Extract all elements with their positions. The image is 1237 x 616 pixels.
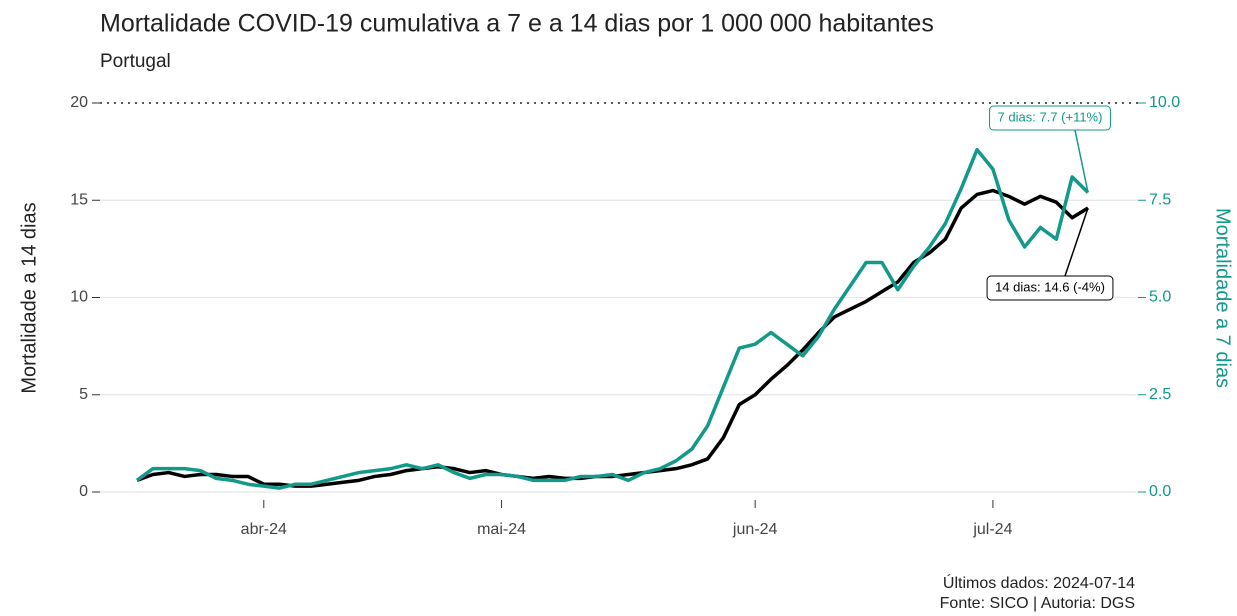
y-axis-label: Mortalidade a 14 dias xyxy=(18,202,40,393)
y2-tick-label: 7.5 xyxy=(1149,191,1171,208)
annotation-label: 14 dias: 14.6 (-4%) xyxy=(995,279,1105,294)
x-tick-label: abr-24 xyxy=(241,521,287,538)
annotation-leader xyxy=(1074,129,1089,193)
y-tick-label: 15 xyxy=(70,191,88,208)
x-tick-label: jul-24 xyxy=(972,521,1012,538)
y2-tick-label: 5.0 xyxy=(1149,289,1171,306)
y2-tick-label: 2.5 xyxy=(1149,386,1171,403)
x-tick-label: jun-24 xyxy=(732,521,778,538)
x-tick-label: mai-24 xyxy=(477,521,526,538)
series-line xyxy=(136,188,1089,488)
footer-line: Últimos dados: 2024-07-14 xyxy=(943,573,1135,592)
y-tick-label: 5 xyxy=(79,386,88,403)
y2-tick-label: 0.0 xyxy=(1149,483,1171,500)
annotation-box xyxy=(989,105,1111,131)
footer-line: Fonte: SICO | Autoria: DGS xyxy=(940,595,1135,612)
y-tick-label: 10 xyxy=(70,289,88,306)
chart-subtitle: Portugal xyxy=(100,51,171,72)
y2-axis-label: Mortalidade a 7 dias xyxy=(1212,208,1234,388)
series-line xyxy=(135,147,1090,490)
y-tick-label: 0 xyxy=(79,483,88,500)
annotation-leader xyxy=(1064,207,1089,277)
chart-title: Mortalidade COVID-19 cumulativa a 7 e a … xyxy=(100,10,934,38)
y2-tick-label: 10.0 xyxy=(1149,94,1180,111)
annotation-box xyxy=(986,275,1114,301)
annotation-label: 7 dias: 7.7 (+11%) xyxy=(998,109,1103,124)
y-tick-label: 20 xyxy=(70,94,88,111)
